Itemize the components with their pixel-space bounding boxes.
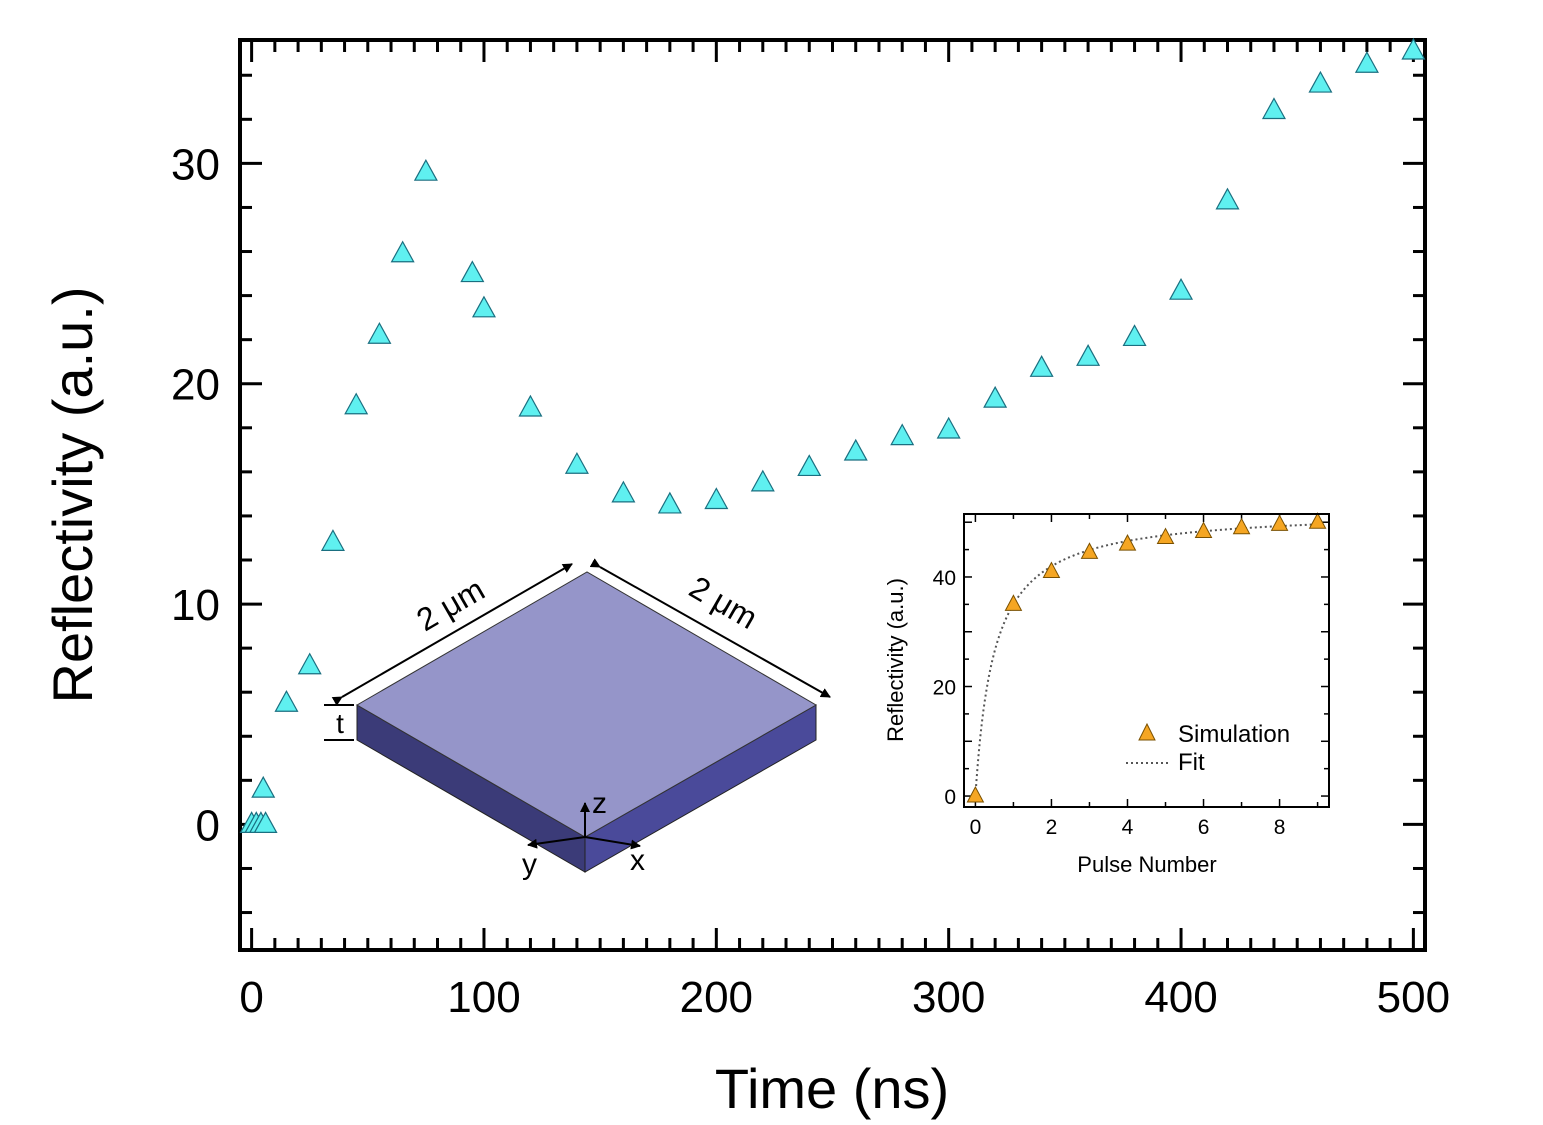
main-data-point bbox=[704, 487, 729, 510]
main-y-tick-label: 0 bbox=[196, 801, 220, 850]
main-data-point bbox=[471, 295, 496, 318]
main-y-tick-label: 30 bbox=[171, 140, 220, 189]
main-x-tick-label: 300 bbox=[912, 973, 985, 1022]
inset-x-tick-label: 2 bbox=[1046, 816, 1058, 839]
inset-data-point bbox=[966, 785, 985, 803]
main-data-point bbox=[297, 652, 322, 675]
slab-diagram: 2 μm 2 μm t z y x bbox=[324, 558, 831, 881]
inset-x-tick-label: 4 bbox=[1122, 816, 1134, 839]
inset-y-tick-label: 40 bbox=[933, 567, 956, 590]
dimension-label-right: 2 μm bbox=[683, 569, 763, 636]
inset-plot-frame bbox=[963, 513, 1330, 808]
main-data-point bbox=[1308, 70, 1333, 93]
main-data-point bbox=[797, 454, 822, 477]
inset-data-point bbox=[1004, 594, 1023, 611]
inset-data-point bbox=[1118, 534, 1137, 551]
main-data-point bbox=[657, 491, 682, 514]
main-data-point bbox=[936, 416, 961, 439]
main-data-markers bbox=[239, 37, 1426, 834]
dimension-label-left: 2 μm bbox=[410, 571, 490, 638]
inset-data-point bbox=[1232, 517, 1251, 535]
inset-data-point bbox=[1194, 521, 1213, 539]
x-axis-arrow bbox=[584, 836, 641, 850]
inset-data-markers bbox=[966, 512, 1327, 803]
main-data-point bbox=[1169, 277, 1194, 300]
legend-simulation-marker bbox=[1138, 722, 1156, 741]
dimension-arrow-left bbox=[331, 563, 573, 706]
main-plot-frame bbox=[238, 38, 1427, 952]
inset-tick-labels: 0 2 4 6 8 0 20 40 bbox=[933, 567, 1286, 839]
x-axis-letter: x bbox=[630, 844, 645, 877]
main-x-tick-label: 200 bbox=[680, 973, 753, 1022]
inset-data-point bbox=[1080, 542, 1099, 559]
main-data-point bbox=[253, 811, 278, 834]
main-data-point bbox=[750, 469, 775, 492]
z-axis-label: z bbox=[592, 787, 607, 820]
main-data-point bbox=[390, 240, 415, 263]
main-data-point bbox=[611, 480, 636, 503]
main-y-tick-label: 10 bbox=[171, 581, 220, 630]
thickness-label: t bbox=[336, 708, 344, 739]
main-data-point bbox=[251, 775, 276, 798]
main-x-tick-label: 0 bbox=[239, 973, 263, 1022]
inset-x-axis-label: Pulse Number bbox=[1077, 852, 1216, 877]
main-data-point bbox=[843, 438, 868, 461]
inset-data-point bbox=[1156, 527, 1175, 545]
main-x-tick-label: 400 bbox=[1144, 973, 1217, 1022]
legend-fit-label: Fit bbox=[1178, 749, 1205, 776]
main-x-tick-label: 100 bbox=[447, 973, 520, 1022]
inset-x-tick-label: 8 bbox=[1274, 816, 1286, 839]
main-data-point bbox=[1401, 37, 1426, 60]
inset-x-tick-label: 6 bbox=[1198, 816, 1210, 839]
main-data-point bbox=[344, 392, 369, 415]
main-data-point bbox=[564, 452, 589, 474]
main-data-point bbox=[890, 423, 915, 446]
main-data-point bbox=[1215, 187, 1240, 210]
main-data-point bbox=[413, 158, 438, 181]
main-data-point bbox=[1029, 355, 1054, 377]
main-data-point bbox=[460, 260, 485, 283]
main-data-point bbox=[1122, 324, 1147, 347]
main-data-point bbox=[320, 529, 345, 551]
inset-x-tick-label: 0 bbox=[970, 816, 982, 839]
inset-y-tick-label: 0 bbox=[944, 786, 956, 809]
main-x-axis-label: Time (ns) bbox=[715, 1057, 949, 1120]
main-data-point bbox=[274, 689, 299, 712]
inset-y-tick-label: 20 bbox=[933, 677, 956, 700]
main-data-point bbox=[1261, 97, 1286, 120]
inset-data-point bbox=[1270, 514, 1289, 531]
main-data-point bbox=[983, 385, 1008, 408]
y-axis-letter: y bbox=[522, 848, 537, 881]
main-data-point bbox=[1354, 50, 1379, 73]
dimension-arrow-right bbox=[589, 558, 831, 698]
inset-plot: 0 2 4 6 8 0 20 40 Pulse Number Reflectivity (a.… bbox=[883, 512, 1330, 877]
y-axis-arrow bbox=[527, 836, 586, 849]
inset-data-point bbox=[1042, 561, 1061, 579]
main-y-tick-label: 20 bbox=[171, 361, 220, 410]
main-data-point bbox=[518, 394, 543, 417]
inset-legend: Simulation Fit bbox=[1126, 721, 1290, 776]
inset-background bbox=[964, 514, 1329, 807]
main-y-axis-label: Reflectivity (a.u.) bbox=[41, 287, 104, 704]
legend-simulation-label: Simulation bbox=[1178, 721, 1290, 748]
inset-data-point bbox=[1308, 512, 1327, 529]
main-data-point bbox=[367, 322, 392, 344]
main-data-point bbox=[1076, 344, 1101, 366]
main-x-tick-label: 500 bbox=[1377, 973, 1450, 1022]
inset-y-axis-label: Reflectivity (a.u.) bbox=[883, 578, 908, 742]
